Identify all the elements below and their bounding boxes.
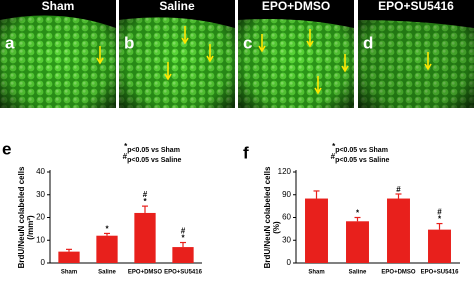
x-tick-label: EPO+SU5416 (164, 270, 203, 276)
y-axis-label: BrdU/NeuN colabeled cells (263, 166, 272, 268)
arrow-head (258, 45, 266, 53)
y-tick-label: 90 (282, 190, 291, 199)
significance-mark: * (438, 215, 442, 224)
panel-letter: c (243, 33, 252, 52)
stat-text: p<0.05 vs Saline (127, 157, 181, 164)
bar (96, 235, 118, 263)
y-tick-label: 60 (282, 213, 291, 222)
micrograph-vignette (0, 0, 116, 108)
micrograph-vignette (358, 0, 474, 108)
y-tick-label: 10 (36, 235, 45, 244)
y-tick-label: 30 (36, 190, 45, 199)
x-tick-label: Saline (98, 270, 116, 276)
arrow-head (164, 73, 172, 81)
panel-title: Saline (159, 0, 195, 13)
bar (58, 251, 80, 263)
panel-letter: d (363, 33, 373, 52)
bar (172, 247, 194, 263)
significance-mark: # (143, 190, 148, 199)
significance-mark: # (181, 227, 186, 236)
stat-symbol: # (331, 152, 336, 161)
y-axis-label: (%) (272, 221, 281, 234)
y-tick-label: 20 (36, 213, 45, 222)
stat-note: #p<0.05 vs Saline (123, 152, 182, 164)
x-tick-label: Sham (61, 270, 77, 276)
stat-note: *p<0.05 vs Sham (124, 142, 180, 154)
significance-mark: # (396, 185, 401, 194)
panel-letter: a (5, 33, 15, 52)
significance-mark: * (181, 234, 185, 243)
significance-mark: * (105, 225, 109, 234)
panel-title: Sham (42, 0, 75, 13)
stat-symbol: * (332, 142, 336, 151)
bar (305, 198, 328, 263)
bar (428, 229, 451, 263)
significance-mark: * (143, 197, 147, 206)
micrograph-vignette (238, 0, 354, 108)
y-tick-label: 120 (278, 167, 292, 176)
chart-letter: e (2, 139, 11, 158)
arrow-head (306, 40, 314, 48)
bar (134, 212, 156, 263)
stat-text: p<0.05 vs Sham (127, 147, 180, 154)
arrow-head (314, 87, 322, 95)
significance-mark: # (437, 208, 442, 217)
panel-title: EPO+SU5416 (378, 0, 454, 13)
bar (387, 198, 410, 263)
y-tick-label: 40 (36, 167, 45, 176)
stat-note: #p<0.05 vs Saline (331, 152, 390, 164)
x-tick-label: Saline (349, 270, 367, 276)
chart-letter: f (243, 143, 249, 162)
y-axis-label: BrdU/NeuN colabeled cells (17, 166, 26, 268)
x-tick-label: EPO+DMSO (128, 270, 163, 276)
stat-text: p<0.05 vs Saline (335, 157, 389, 164)
x-tick-label: EPO+DMSO (381, 270, 416, 276)
arrow-head (341, 65, 349, 73)
x-tick-label: EPO+SU5416 (421, 270, 460, 276)
panel-title: EPO+DMSO (262, 0, 330, 13)
y-axis-label: (/mm²) (26, 215, 35, 240)
y-tick-label: 0 (287, 258, 292, 267)
arrow-head (206, 55, 214, 63)
stat-symbol: # (123, 152, 128, 161)
stat-note: *p<0.05 vs Sham (332, 142, 388, 154)
arrow-head (181, 37, 189, 45)
bar (346, 221, 369, 263)
significance-mark: * (356, 209, 360, 218)
y-tick-label: 0 (41, 258, 46, 267)
x-tick-label: Sham (308, 270, 324, 276)
micrograph-vignette (119, 0, 235, 108)
stat-text: p<0.05 vs Sham (335, 147, 388, 154)
y-tick-label: 30 (282, 235, 291, 244)
panel-letter: b (124, 33, 134, 52)
stat-symbol: * (124, 142, 128, 151)
arrow-head (96, 57, 104, 65)
arrow-head (424, 63, 432, 71)
